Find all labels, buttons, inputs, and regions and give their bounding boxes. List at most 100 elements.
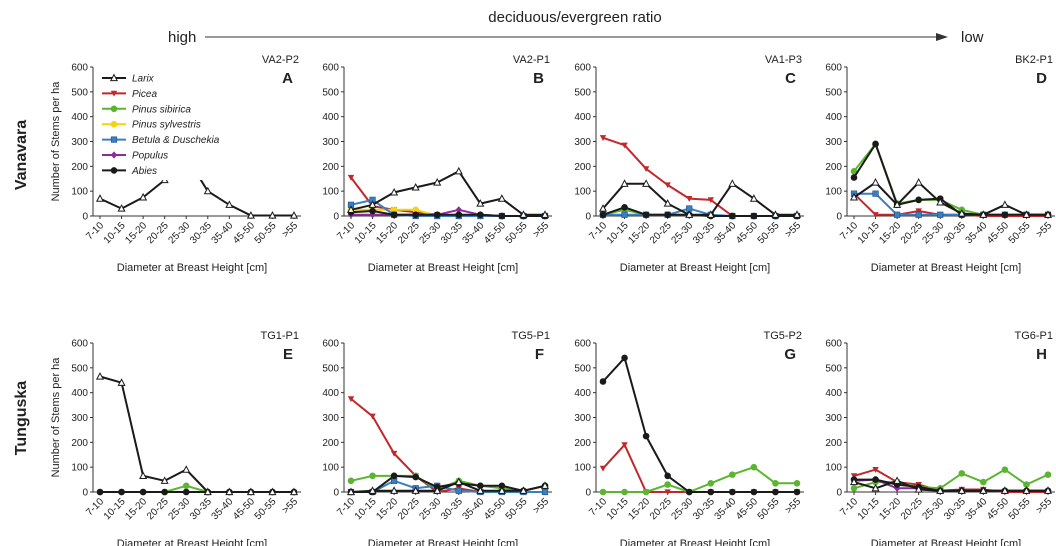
data-point (871, 483, 880, 492)
x-tick-label: 30-35 (942, 220, 968, 246)
x-tick-label: 10-15 (102, 496, 128, 522)
data-point (268, 211, 277, 219)
x-tick-label: 20-25 (396, 220, 422, 246)
data-point (871, 178, 880, 186)
legend-marker (110, 136, 118, 143)
series-line (351, 474, 546, 493)
data-point (893, 476, 902, 484)
data-point (477, 211, 484, 219)
row-label-tunguska: Tunguska (13, 381, 30, 455)
y-tick-label: 0 (585, 488, 591, 499)
x-tick-label: 20-25 (145, 220, 171, 246)
x-tick-label: 30-35 (691, 220, 717, 246)
y-tick-label: 0 (333, 488, 339, 499)
x-tick-label: 10-15 (353, 496, 379, 522)
x-tick-label: 15-20 (123, 496, 149, 522)
data-point (161, 488, 168, 496)
series-larix (849, 476, 1053, 494)
data-point (707, 197, 714, 204)
ratio-label: deciduous/evergreen ratio (488, 9, 661, 26)
panel-letter: C (785, 70, 796, 87)
x-tick-label: 45-50 (734, 220, 760, 246)
data-point (225, 487, 234, 496)
y-tick-label: 500 (322, 363, 339, 374)
data-point (1044, 471, 1052, 478)
series-picea (599, 135, 801, 220)
series-line (602, 182, 797, 216)
series-line (853, 479, 1048, 492)
data-point (686, 196, 693, 202)
x-tick-label: 45-50 (482, 496, 508, 522)
data-point (980, 478, 987, 486)
legend-label: Betula & Duschekia (132, 135, 220, 146)
y-tick-label: 400 (322, 388, 339, 399)
x-tick-label: 50-55 (1007, 220, 1033, 246)
legend-label: Pinus sylvestris (132, 120, 201, 131)
data-point (664, 481, 671, 488)
x-tick-label: 50-55 (756, 220, 782, 246)
legend-item: Picea (102, 89, 157, 100)
y-tick-label: 100 (71, 463, 88, 474)
x-tick-label: 35-40 (713, 496, 739, 522)
series-larix (598, 179, 802, 218)
data-point (1043, 210, 1053, 218)
series-pinus-sibirica (850, 466, 1052, 492)
x-tick-label: 10-15 (353, 220, 379, 246)
data-point (455, 206, 462, 214)
x-tick-label: 45-50 (231, 220, 257, 246)
data-point (203, 186, 212, 195)
data-point (621, 204, 628, 211)
y-tick-label: 600 (574, 63, 591, 74)
series-larix (849, 178, 1053, 218)
series-line (350, 481, 546, 493)
data-point (519, 486, 528, 494)
data-point (750, 212, 758, 220)
x-axis-label: Diameter at Breast Height [cm] (368, 262, 518, 274)
series-line (853, 143, 1048, 216)
data-point (182, 482, 190, 490)
legend-item: Pinus sibirica (102, 104, 191, 115)
data-point (621, 354, 628, 362)
x-tick-label: 15-20 (374, 496, 400, 522)
data-point (958, 470, 966, 477)
y-tick-label: 600 (322, 339, 339, 350)
y-tick-label: 400 (825, 112, 842, 123)
data-point (621, 488, 628, 496)
data-point (893, 484, 901, 492)
x-tick-label: 50-55 (756, 496, 782, 522)
series-line (350, 210, 545, 217)
x-tick-label: 50-55 (504, 220, 530, 246)
y-tick-label: 100 (322, 187, 339, 198)
y-tick-label: 400 (71, 112, 88, 123)
x-tick-label: 15-20 (626, 496, 652, 522)
series-line (350, 170, 545, 216)
x-tick-label: 50-55 (253, 496, 279, 522)
data-point (599, 465, 607, 472)
y-tick-label: 400 (825, 388, 842, 399)
x-tick-label: 15-20 (877, 220, 903, 246)
x-tick-label: 25-30 (669, 220, 695, 246)
x-tick-label: >55 (1034, 220, 1054, 240)
panel-title: TG1-P1 (260, 330, 299, 342)
series-picea (347, 396, 549, 496)
y-tick-label: 300 (322, 137, 339, 148)
data-point (620, 179, 629, 187)
data-point (915, 196, 922, 204)
panel-letter: A (282, 70, 293, 87)
data-point (750, 463, 758, 471)
data-point (95, 372, 105, 380)
ratio-arrow-head (936, 33, 948, 41)
x-tick-label: 30-35 (439, 220, 465, 246)
legend-label: Populus (132, 151, 168, 162)
data-point (1022, 210, 1031, 218)
series-line (99, 375, 294, 493)
series-line (853, 181, 1048, 216)
data-point (454, 477, 463, 486)
x-tick-label: 20-25 (648, 496, 674, 522)
x-tick-label: 30-35 (691, 496, 717, 522)
x-tick-label: 15-20 (626, 220, 652, 246)
y-tick-label: 300 (322, 413, 339, 424)
data-point (1001, 211, 1009, 219)
x-tick-label: >55 (280, 220, 300, 240)
y-tick-label: 600 (825, 63, 842, 74)
